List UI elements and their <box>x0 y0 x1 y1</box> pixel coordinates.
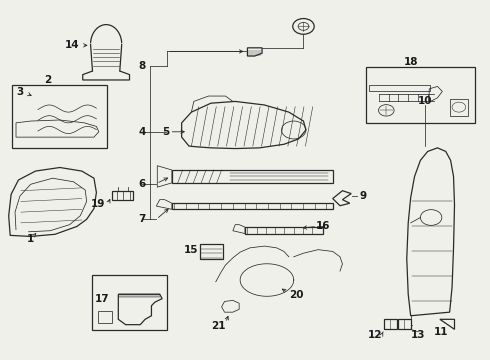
Bar <box>172 170 333 183</box>
Bar <box>398 319 411 329</box>
Text: 19: 19 <box>91 199 105 209</box>
Text: 2: 2 <box>44 75 51 85</box>
Text: 20: 20 <box>289 290 303 300</box>
Text: 18: 18 <box>403 57 418 67</box>
Bar <box>384 319 396 329</box>
Bar <box>366 67 475 123</box>
Text: 13: 13 <box>411 330 425 341</box>
Bar <box>98 311 113 323</box>
Text: 8: 8 <box>138 61 146 71</box>
Text: 6: 6 <box>138 179 146 189</box>
Text: 15: 15 <box>184 245 198 255</box>
Text: 17: 17 <box>95 294 110 303</box>
Text: 21: 21 <box>211 321 225 331</box>
Text: 7: 7 <box>138 214 146 224</box>
Text: 10: 10 <box>418 96 433 107</box>
Text: 4: 4 <box>138 127 146 137</box>
Text: 1: 1 <box>27 234 34 244</box>
Text: 11: 11 <box>434 327 448 337</box>
Text: 14: 14 <box>65 40 79 50</box>
Text: 5: 5 <box>163 127 170 137</box>
Text: 3: 3 <box>16 87 24 98</box>
Bar <box>92 275 167 330</box>
Text: 16: 16 <box>316 221 330 231</box>
Bar <box>12 85 107 148</box>
Text: 9: 9 <box>359 191 367 201</box>
Text: 12: 12 <box>368 330 382 341</box>
Bar <box>200 244 223 259</box>
Bar <box>450 99 468 116</box>
Bar <box>369 85 430 91</box>
